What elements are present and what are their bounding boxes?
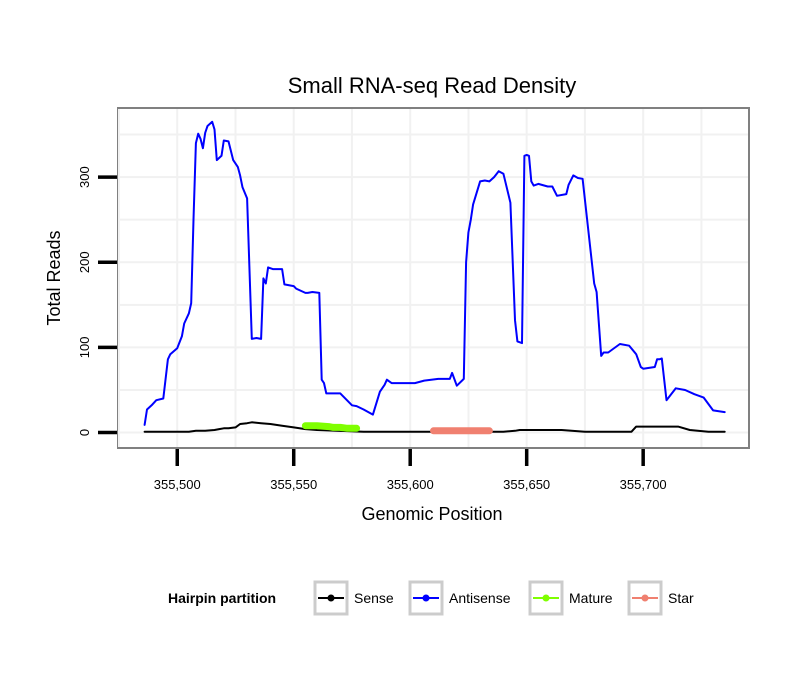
chart-title: Small RNA-seq Read Density [288, 73, 577, 98]
x-axis: 355,500 355,550 355,600 355,650 355,700 [154, 449, 667, 492]
legend-label-antisense: Antisense [449, 590, 511, 606]
x-tick-label: 355,500 [154, 477, 201, 492]
legend: Hairpin partition Sense Antisense Mature St… [168, 580, 694, 616]
x-tick-label: 355,600 [387, 477, 434, 492]
x-tick-label: 355,550 [270, 477, 317, 492]
y-tick-label: 0 [77, 429, 92, 436]
series-line-sense [143, 421, 726, 433]
legend-point-sense [327, 594, 335, 602]
legend-point-star [641, 594, 649, 602]
plot-panel [117, 107, 750, 449]
legend-label-star: Star [668, 590, 694, 606]
legend-label-sense: Sense [354, 590, 394, 606]
legend-point-antisense [422, 594, 430, 602]
grid-lines [118, 109, 748, 447]
x-axis-title: Genomic Position [361, 504, 502, 524]
y-axis: 0 100 200 300 [77, 166, 117, 436]
y-tick-label: 200 [77, 251, 92, 273]
series-line-antisense [143, 120, 726, 426]
x-tick-label: 355,700 [620, 477, 667, 492]
legend-point-mature [542, 594, 550, 602]
legend-label-mature: Mature [569, 590, 613, 606]
series-layer [143, 120, 726, 435]
y-tick-label: 300 [77, 166, 92, 188]
y-tick-label: 100 [77, 337, 92, 359]
legend-title: Hairpin partition [168, 590, 276, 606]
x-tick-label: 355,650 [503, 477, 550, 492]
series-line-mature [301, 422, 361, 432]
y-axis-title: Total Reads [44, 230, 64, 325]
